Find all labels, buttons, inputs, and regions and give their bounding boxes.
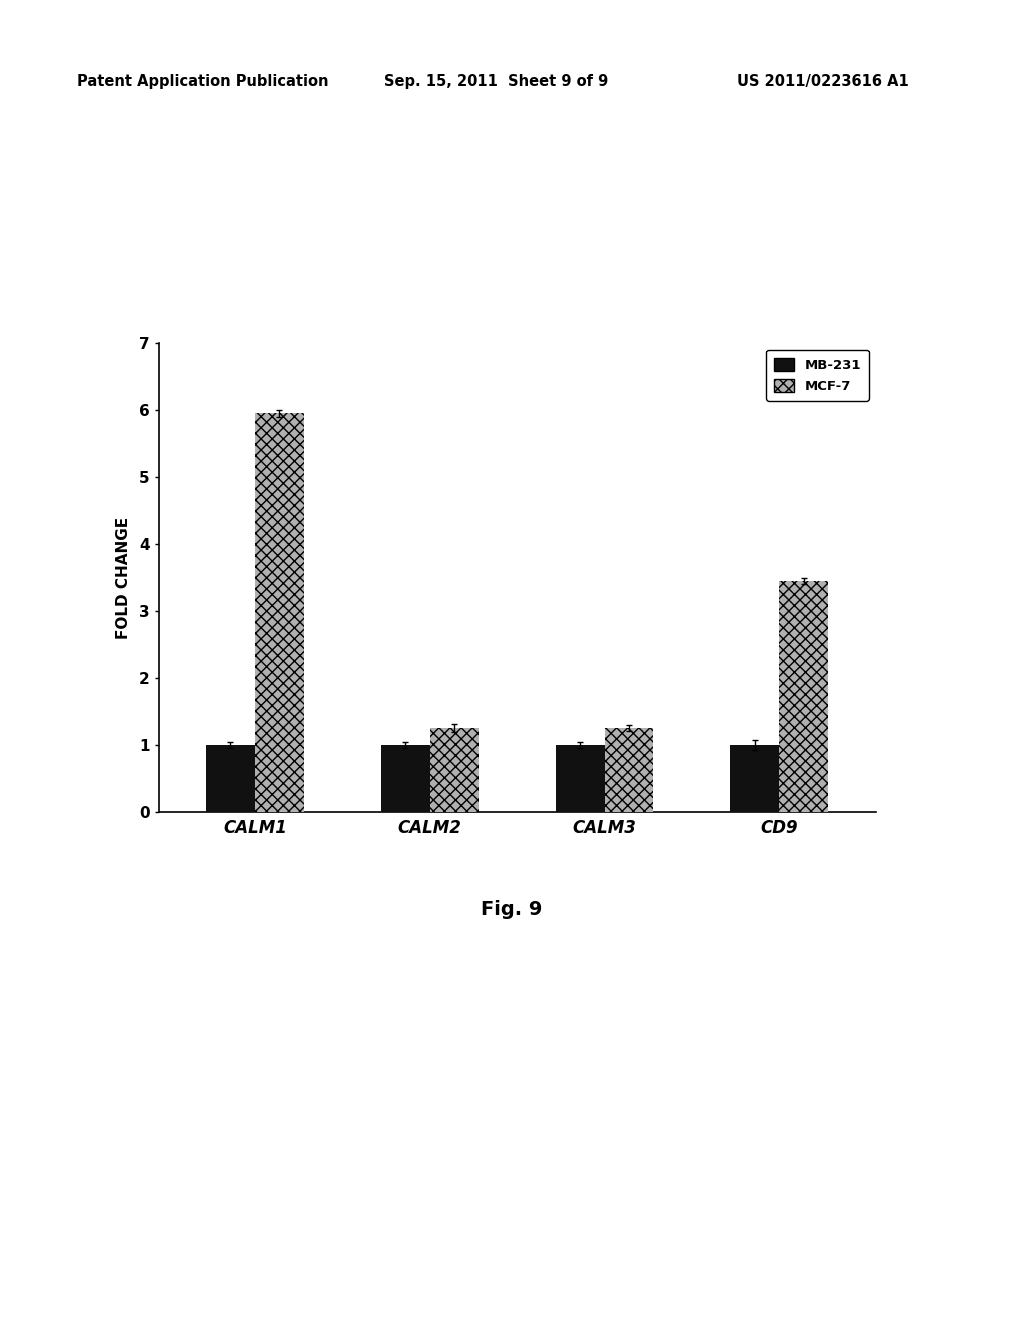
Y-axis label: FOLD CHANGE: FOLD CHANGE: [116, 516, 131, 639]
Text: Fig. 9: Fig. 9: [481, 900, 543, 919]
Text: Patent Application Publication: Patent Application Publication: [77, 74, 329, 88]
Bar: [206, 744, 255, 812]
Bar: [430, 729, 478, 812]
Bar: [255, 413, 304, 812]
Text: US 2011/0223616 A1: US 2011/0223616 A1: [737, 74, 909, 88]
Legend: MB-231, MCF-7: MB-231, MCF-7: [766, 350, 869, 401]
Bar: [779, 581, 828, 812]
Bar: [381, 744, 430, 812]
Bar: [556, 744, 604, 812]
Bar: [604, 729, 653, 812]
Text: Sep. 15, 2011  Sheet 9 of 9: Sep. 15, 2011 Sheet 9 of 9: [384, 74, 608, 88]
Bar: [730, 744, 779, 812]
